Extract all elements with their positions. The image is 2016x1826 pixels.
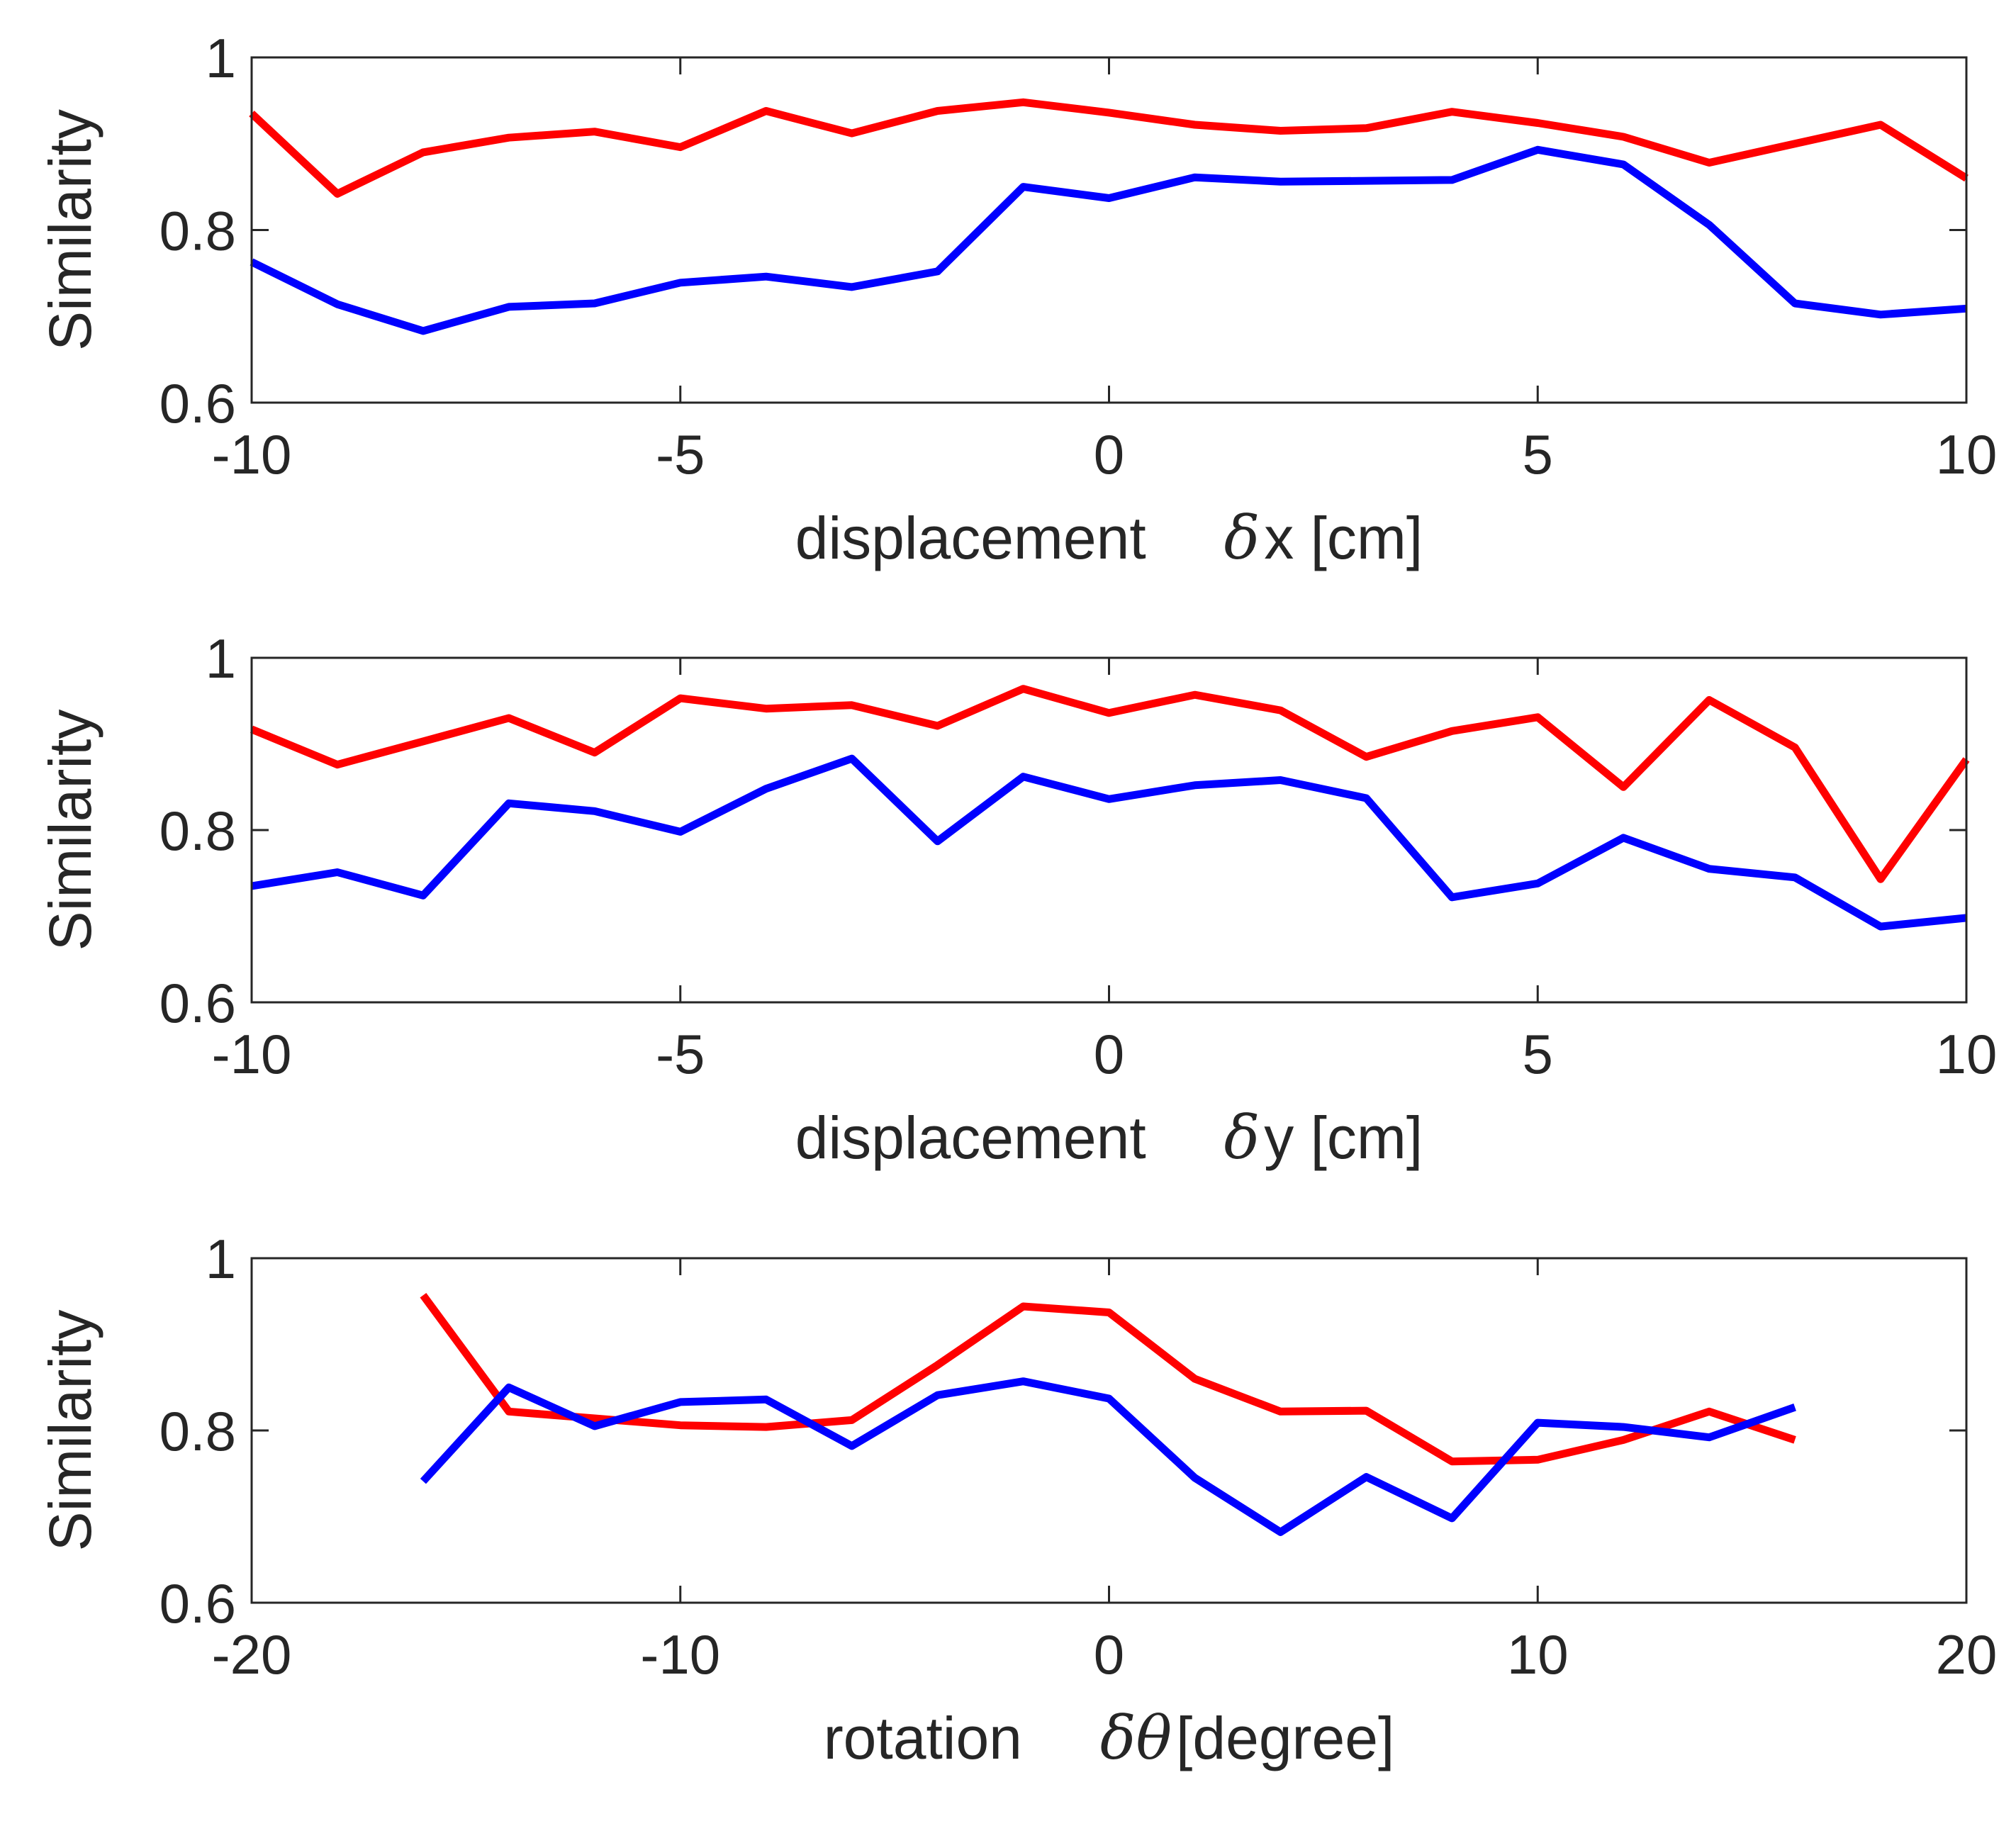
- y-tick-label: 0.8: [159, 800, 236, 862]
- series-line-blue: [250, 145, 1967, 335]
- x-tick-label: -10: [212, 423, 292, 486]
- x-tick-label: 10: [1507, 1623, 1569, 1686]
- x-tick-label: 0: [1094, 1023, 1124, 1085]
- x-axis-label-symbol: δ: [1224, 1103, 1260, 1172]
- x-tick-label: 20: [1936, 1623, 1998, 1686]
- x-tick-label: -10: [640, 1623, 720, 1686]
- x-tick-label: 0: [1094, 1623, 1124, 1686]
- x-tick-label: 5: [1523, 1023, 1553, 1085]
- y-tick-label: 0.8: [159, 200, 236, 262]
- series-line-red: [250, 685, 1970, 883]
- y-axis-label: Similarity: [37, 710, 103, 951]
- y-axis-label: Similarity: [37, 109, 103, 351]
- x-tick-label: 10: [1936, 1023, 1998, 1085]
- series-line-blue: [251, 754, 1967, 931]
- y-tick-label: 1: [206, 627, 236, 690]
- chart-panel-1: -10 -5 0 5 10 0.6 0.8 1 Similarity displacement δx…: [37, 27, 1997, 573]
- x-axis-label-text: displacement: [795, 505, 1146, 571]
- series-line-blue: [420, 1377, 1796, 1536]
- x-axis-label-symbol: δθ: [1100, 1703, 1172, 1773]
- y-axis-label: Similarity: [37, 1310, 103, 1552]
- x-tick-label: -20: [212, 1623, 292, 1686]
- x-tick-label: -10: [212, 1023, 292, 1085]
- y-tick-label: 0.6: [159, 1572, 236, 1635]
- y-tick-label: 0.6: [159, 972, 236, 1034]
- x-axis-label-variable: x [cm]: [1264, 505, 1423, 571]
- x-tick-label: 10: [1936, 423, 1998, 486]
- series-line-red: [420, 1292, 1796, 1466]
- x-tick-label: -5: [656, 1023, 705, 1085]
- y-tick-label: 0.8: [159, 1400, 236, 1462]
- x-axis-label: displacement δx [cm]: [795, 503, 1423, 573]
- x-axis-label-variable: [degree]: [1176, 1705, 1394, 1771]
- x-axis-label: displacement δy [cm]: [795, 1103, 1423, 1172]
- x-axis-label-variable: y [cm]: [1264, 1104, 1423, 1171]
- chart-panel-3: -20 -10 0 10 20 0.6 0.8 1 Similarity rotation δθ[d…: [37, 1228, 1997, 1773]
- x-axis-label-symbol: δ: [1224, 503, 1260, 573]
- x-tick-label: -5: [656, 423, 705, 486]
- x-axis-label-text: rotation: [824, 1705, 1022, 1771]
- series-line-red: [249, 98, 1969, 198]
- y-tick-label: 0.6: [159, 372, 236, 435]
- x-axis-label: rotation δθ[degree]: [824, 1703, 1395, 1773]
- chart-panel-2: -10 -5 0 5 10 0.6 0.8 1 Similarity displacement δy…: [37, 627, 1997, 1172]
- y-tick-label: 1: [206, 1228, 236, 1290]
- x-axis-label-text: displacement: [795, 1104, 1146, 1171]
- x-tick-label: 5: [1523, 423, 1553, 486]
- x-tick-label: 0: [1094, 423, 1124, 486]
- y-tick-label: 1: [206, 27, 236, 89]
